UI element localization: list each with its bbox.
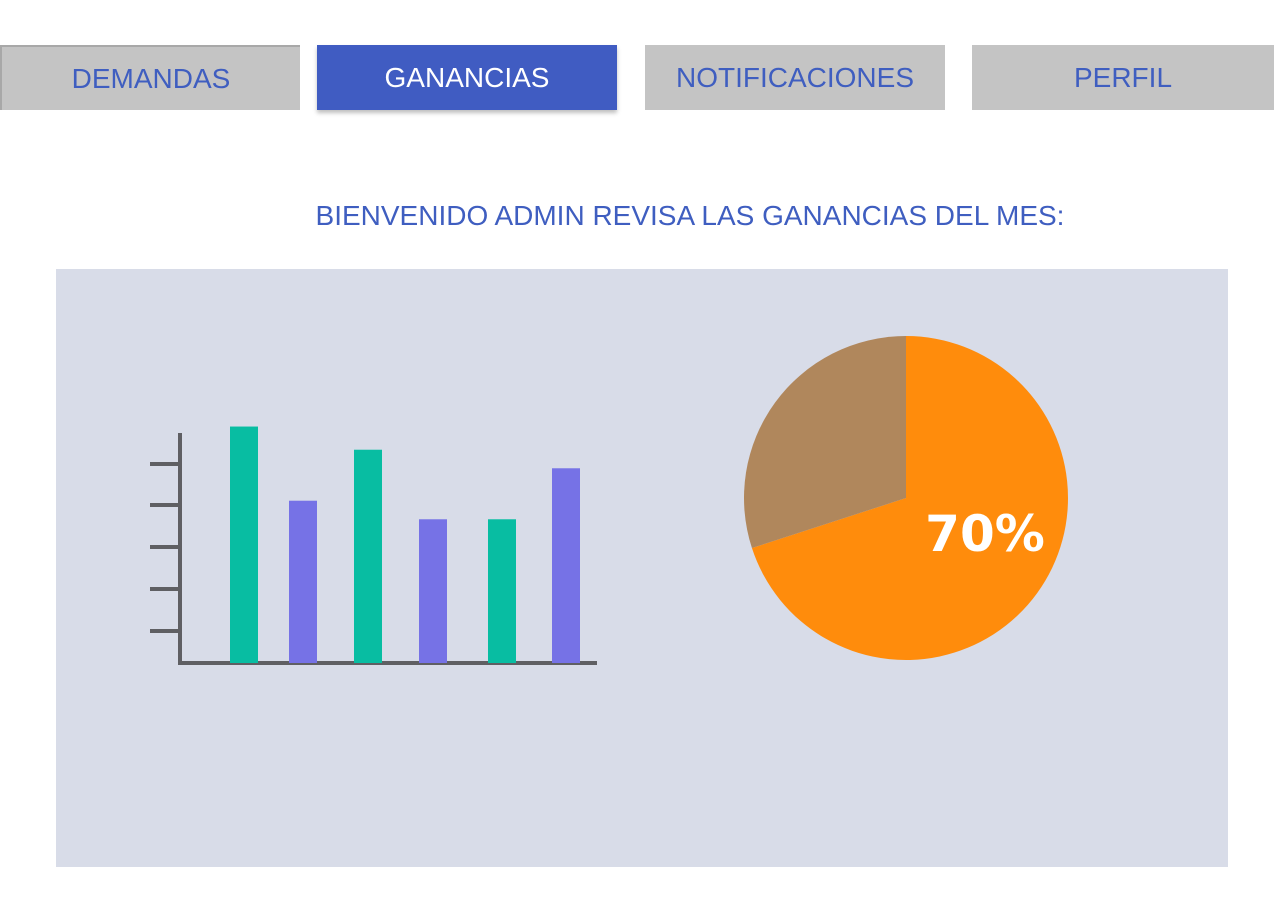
bar-5 — [488, 519, 516, 663]
pie-chart: 70% — [744, 336, 1068, 660]
bar-1 — [230, 427, 258, 663]
bar-chart — [150, 427, 597, 664]
bar-6 — [552, 468, 580, 663]
bar-4 — [419, 519, 447, 663]
bar-3 — [354, 450, 382, 663]
pie-data-label: 70% — [925, 505, 1045, 563]
bar-2 — [289, 501, 317, 663]
